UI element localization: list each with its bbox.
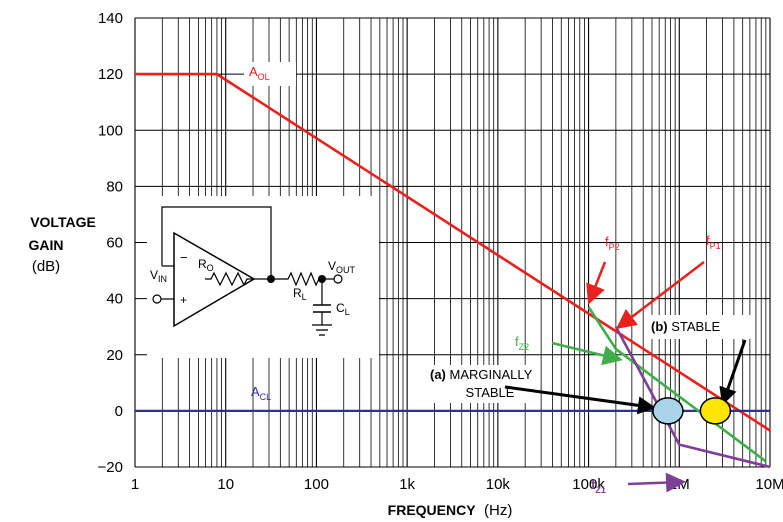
acl-label: ACL bbox=[251, 384, 271, 402]
marginal-arrow bbox=[504, 385, 656, 415]
fz2-label-main: f bbox=[515, 334, 519, 349]
stability-markers bbox=[652, 397, 732, 425]
vout-label: VOUT bbox=[328, 259, 356, 275]
fp1-label: fP1 bbox=[706, 233, 721, 251]
stable-label: (b) STABLE bbox=[651, 319, 720, 334]
stable-marker bbox=[699, 397, 732, 425]
x-axis-title-text: FREQUENCY bbox=[388, 502, 477, 518]
fz2-label: fZ2 bbox=[515, 334, 529, 352]
y-tick-label: 40 bbox=[106, 291, 123, 308]
fz1-arrow bbox=[627, 472, 686, 493]
x-tick-label: 10M bbox=[755, 476, 783, 493]
x-tick-label: 1 bbox=[131, 476, 139, 493]
cl-label: CL bbox=[336, 301, 350, 317]
rl-resistor bbox=[275, 271, 334, 287]
x-tick-label: 10k bbox=[486, 476, 511, 493]
fp1-label-sub: P1 bbox=[710, 241, 721, 251]
x-tick-label: 10 bbox=[217, 476, 234, 493]
stable-arrow bbox=[719, 339, 747, 406]
fz2-arrow bbox=[551, 341, 623, 366]
minus-sign: − bbox=[180, 250, 188, 265]
x-tick-labels: 1 10 100 1k 10k 100k 1M 10M bbox=[131, 476, 783, 493]
x-tick-label: 1M bbox=[669, 476, 690, 493]
fp2-arrow bbox=[586, 261, 607, 305]
op-amp-circuit-inset: − + VIN RO RL VOUT CL bbox=[147, 196, 379, 358]
aol-label: AOL bbox=[249, 64, 270, 82]
ro-label-main: R bbox=[198, 257, 207, 271]
marginal-label-bg bbox=[420, 365, 538, 403]
stable-label-text: STABLE bbox=[668, 319, 721, 334]
y-tick-label: −20 bbox=[98, 459, 123, 476]
vin-label-sub: IN bbox=[158, 274, 167, 284]
fp2-label-main: f bbox=[605, 234, 609, 249]
ro-label-sub: O bbox=[207, 263, 214, 273]
feedback-wire bbox=[161, 206, 272, 279]
y-tick-labels: −20 0 20 40 60 80 100 120 140 bbox=[98, 10, 123, 476]
y-tick-label: 20 bbox=[106, 347, 123, 364]
stable-label-bg bbox=[646, 315, 754, 339]
vout-terminal bbox=[333, 274, 343, 284]
y-axis-title-line2: GAIN bbox=[29, 237, 64, 253]
fz1-label-sub: Z1 bbox=[595, 485, 606, 495]
aol-label-bg bbox=[244, 62, 296, 86]
y-axis-title-line1: VOLTAGE bbox=[30, 214, 96, 230]
rl-label: RL bbox=[293, 286, 307, 302]
y-axis-unit: (dB) bbox=[32, 258, 60, 275]
x-tick-label: 100k bbox=[572, 476, 605, 493]
fz1-label: fZ1 bbox=[591, 477, 606, 495]
vin-label-main: V bbox=[150, 268, 158, 282]
cl-label-sub: L bbox=[345, 307, 350, 317]
fz2-label-sub: Z2 bbox=[519, 342, 530, 352]
rl-label-sub: L bbox=[302, 292, 307, 302]
fp1-label-main: f bbox=[706, 233, 710, 248]
output-node bbox=[267, 275, 275, 283]
fp1-arrow bbox=[616, 261, 705, 330]
y-tick-label: 0 bbox=[115, 403, 123, 420]
marginal-label-bold: (a) bbox=[430, 367, 446, 382]
aol-label-sub: OL bbox=[258, 72, 270, 82]
marginal-label-text: MARGINALLY bbox=[446, 367, 533, 382]
marginal-label-line1: (a) MARGINALLY bbox=[430, 367, 533, 382]
vout-label-main: V bbox=[328, 259, 336, 273]
x-tick-label: 100 bbox=[304, 476, 329, 493]
aol-label-main: A bbox=[249, 64, 258, 79]
vin-terminal bbox=[152, 294, 162, 304]
acl-label-sub: CL bbox=[260, 392, 272, 402]
stable-label-bold: (b) bbox=[651, 319, 668, 334]
series-line-a-ol bbox=[135, 72, 771, 432]
x-axis-unit: (Hz) bbox=[484, 502, 512, 519]
fp2-label-sub: P2 bbox=[609, 242, 620, 252]
acl-label-main: A bbox=[251, 384, 260, 399]
vin-label: VIN bbox=[150, 268, 167, 284]
marginal-label-line2: STABLE bbox=[466, 385, 515, 400]
plus-sign: + bbox=[180, 293, 187, 307]
x-axis-title: FREQUENCY (Hz) bbox=[388, 502, 513, 519]
vout-label-sub: OUT bbox=[336, 265, 356, 275]
series-line-f-z1 bbox=[614, 326, 771, 469]
y-tick-label: 80 bbox=[106, 178, 123, 195]
cl-label-main: C bbox=[336, 301, 345, 315]
y-tick-label: 120 bbox=[98, 66, 123, 83]
y-tick-label: 140 bbox=[98, 10, 123, 27]
y-tick-label: 60 bbox=[106, 235, 123, 252]
ro-resistor bbox=[205, 271, 268, 287]
fz1-label-main: f bbox=[591, 477, 596, 492]
x-tick-label: 1k bbox=[399, 476, 415, 493]
fp2-label: fP2 bbox=[605, 234, 620, 252]
op-amp-symbol bbox=[173, 231, 256, 328]
y-tick-label: 100 bbox=[98, 122, 123, 139]
marginally-stable-marker bbox=[652, 397, 684, 425]
ro-label: RO bbox=[198, 257, 214, 273]
rl-label-main: R bbox=[293, 286, 302, 300]
